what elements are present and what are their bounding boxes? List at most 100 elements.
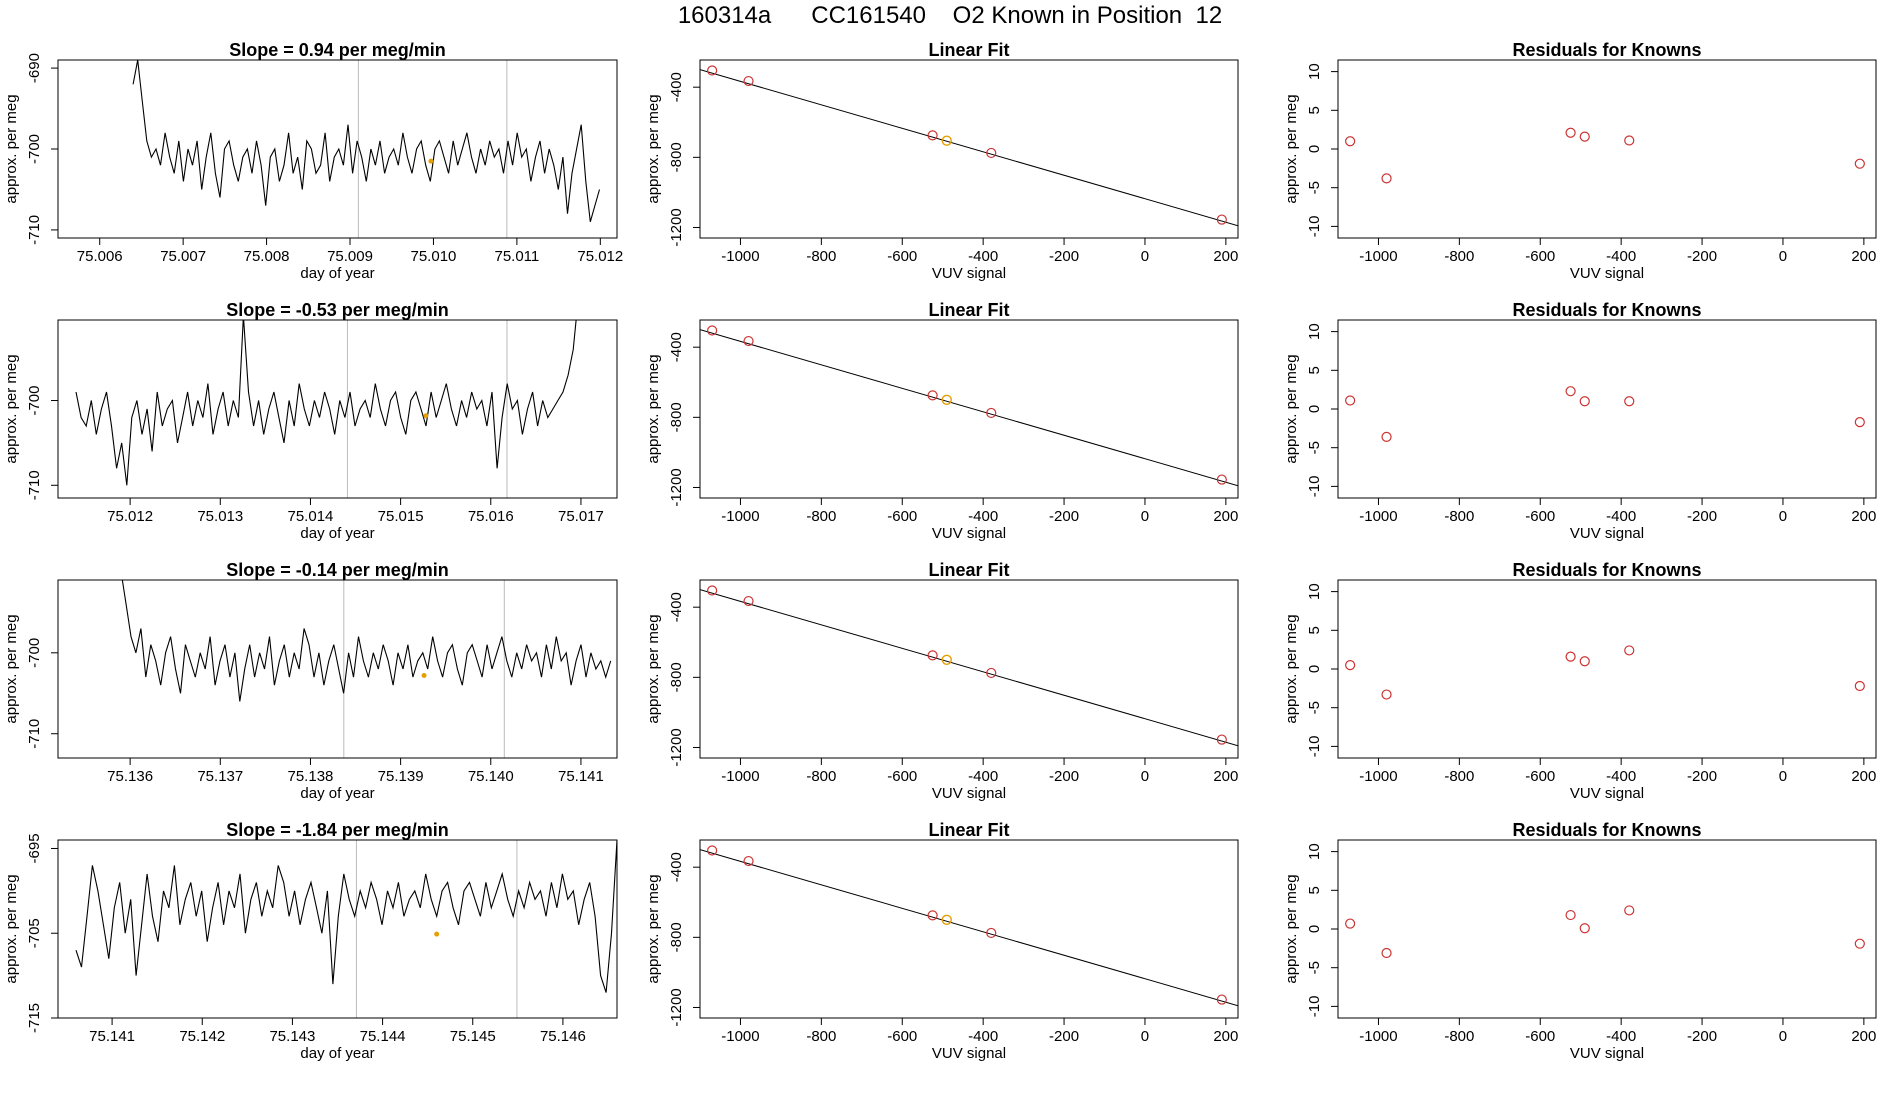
x-tick-label: -600: [887, 248, 917, 265]
panel-title: Slope = -0.14 per meg/min: [226, 560, 449, 580]
y-tick-label: 5: [1306, 626, 1323, 634]
plot-frame: [1337, 319, 1877, 499]
plot-frame: [57, 839, 618, 1019]
x-tick-label: -800: [1444, 508, 1474, 525]
x-tick-label: -1000: [721, 248, 759, 265]
x-tick-label: 75.011: [494, 248, 539, 265]
y-tick-label: -800: [668, 142, 685, 172]
y-tick-label: -10: [1306, 476, 1323, 498]
panel-title: Linear Fit: [928, 300, 1009, 320]
x-tick-label: -200: [1049, 1028, 1079, 1045]
data-point: [707, 845, 718, 856]
y-tick-label: -800: [668, 662, 685, 692]
data-point: [927, 650, 938, 661]
x-tick-label: 75.009: [327, 248, 373, 265]
plot-frame: [699, 839, 1239, 1019]
plot-area: [700, 845, 1238, 1007]
x-tick-label: 75.006: [77, 248, 123, 265]
panel-5: Linear Fit -1000 -800 -600 -400 -200 0 200 -400 -…: [645, 40, 1239, 282]
plot-frame: [699, 319, 1239, 499]
y-tick-label: -695: [26, 833, 43, 863]
x-tick-label: -200: [1687, 768, 1717, 785]
plot-area: [1345, 127, 1865, 184]
series-line: [75, 320, 577, 486]
x-tick-label: 75.012: [577, 248, 623, 265]
y-tick-label: -710: [26, 215, 43, 245]
panel-title: Linear Fit: [928, 40, 1009, 60]
x-tick-label: 75.140: [468, 768, 514, 785]
plot-frame: [699, 579, 1239, 759]
x-tick-label: -800: [1444, 248, 1474, 265]
fit-line: [700, 849, 1238, 1007]
data-point: [986, 147, 997, 159]
y-tick-label: 0: [1306, 145, 1323, 153]
plot-area: [1345, 905, 1865, 959]
data-point: [1345, 918, 1356, 929]
highlight-point: [941, 914, 952, 925]
page-title: 160314a CC161540 O2 Known in Position 12: [677, 2, 1223, 29]
x-tick-label: -800: [806, 768, 836, 785]
panel-title: Linear Fit: [928, 820, 1009, 840]
plot-frame: [1337, 839, 1877, 1019]
panel-2: Slope = -0.53 per meg/min 75.012 75.013 75.…: [3, 300, 618, 542]
data-point: [927, 910, 938, 921]
x-axis-label: VUV signal: [1570, 1045, 1644, 1062]
plot-frame: [699, 59, 1239, 239]
x-axis-label: VUV signal: [932, 265, 1006, 282]
data-point: [1854, 680, 1865, 692]
y-axis-label: approx. per meg: [1283, 614, 1300, 723]
y-tick-label: -1200: [668, 208, 685, 246]
y-axis-label: approx. per meg: [645, 874, 662, 983]
data-point: [1216, 474, 1227, 485]
x-axis-label: day of year: [300, 525, 374, 542]
data-point: [1579, 396, 1590, 407]
x-tick-label: 200: [1851, 508, 1876, 525]
y-tick-label: -400: [668, 852, 685, 882]
fit-line: [700, 329, 1238, 487]
x-tick-label: 75.016: [468, 508, 514, 525]
data-point: [986, 927, 997, 939]
data-point: [927, 130, 938, 141]
x-axis-label: VUV signal: [932, 525, 1006, 542]
x-tick-label: -600: [887, 508, 917, 525]
x-tick-label: -800: [806, 248, 836, 265]
panel-title: Linear Fit: [928, 560, 1009, 580]
plot-frame: [57, 579, 618, 759]
data-point: [743, 75, 754, 87]
plot-area: [75, 840, 617, 1018]
panel-title: Residuals for Knowns: [1512, 820, 1701, 840]
highlight-point: [941, 135, 952, 146]
plot-frame: [1337, 579, 1877, 759]
panel-8: Residuals for Knowns-1000 -800 -600 -400 -20…: [1283, 300, 1877, 542]
x-tick-label: -1000: [1359, 248, 1397, 265]
x-tick-label: -200: [1687, 1028, 1717, 1045]
x-tick-label: -400: [968, 248, 998, 265]
data-point: [707, 65, 718, 76]
data-point: [1381, 173, 1392, 184]
data-point: [927, 390, 938, 401]
data-point: [743, 335, 754, 347]
x-axis-label: VUV signal: [932, 1045, 1006, 1062]
data-point: [1565, 127, 1576, 138]
panel-10: Residuals for Knowns-1000 -800 -600 -400 -20…: [1283, 560, 1877, 802]
y-axis-label: approx. per meg: [645, 614, 662, 723]
data-point: [1579, 131, 1590, 142]
y-tick-label: -5: [1306, 961, 1323, 974]
x-tick-label: -200: [1049, 508, 1079, 525]
x-tick-label: 200: [1851, 248, 1876, 265]
x-tick-label: -600: [887, 768, 917, 785]
fit-line: [700, 589, 1238, 747]
x-axis-label: VUV signal: [1570, 265, 1644, 282]
panel-11: Linear Fit -1000 -800 -600 -400 -200 0 200 -400 -…: [645, 820, 1239, 1062]
y-tick-label: -700: [26, 386, 43, 416]
y-tick-label: -800: [668, 922, 685, 952]
highlight-point: [428, 158, 434, 164]
y-axis-label: approx. per meg: [3, 614, 20, 723]
y-tick-label: -715: [26, 1003, 43, 1033]
y-tick-label: 10: [1306, 63, 1323, 80]
y-tick-label: 5: [1306, 366, 1323, 374]
x-tick-label: -400: [1606, 768, 1636, 785]
x-tick-label: 75.145: [450, 1028, 496, 1045]
x-tick-label: -600: [1525, 768, 1555, 785]
